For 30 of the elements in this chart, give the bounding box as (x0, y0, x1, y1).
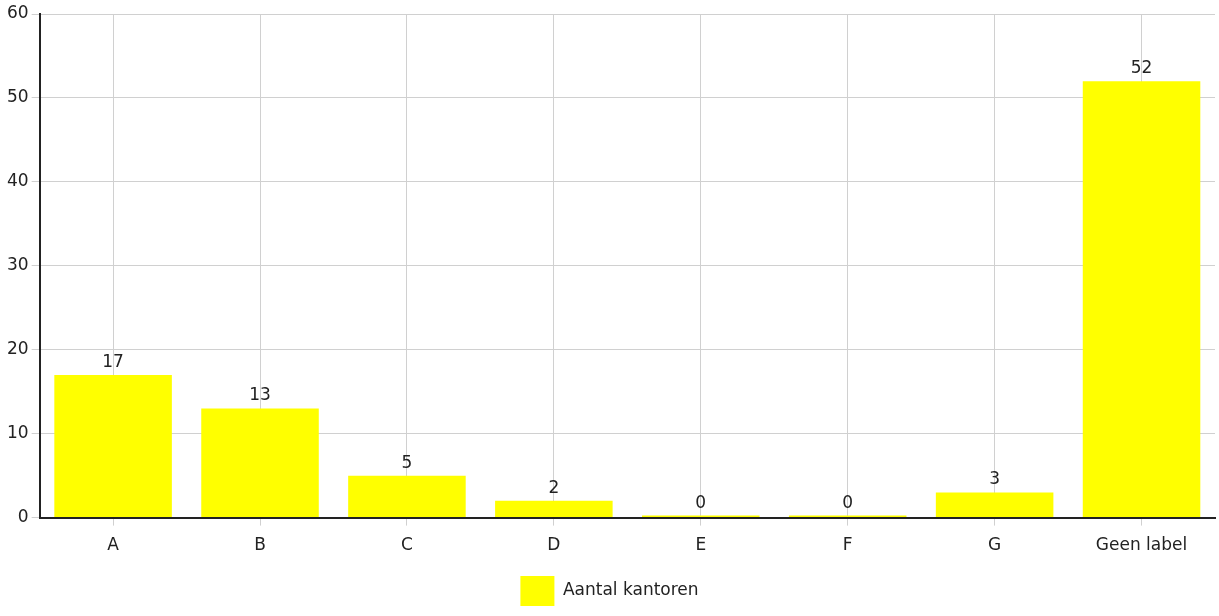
x-tick-label: F (842, 534, 853, 555)
x-tick-label: G (988, 534, 1002, 555)
bar (348, 475, 466, 518)
x-tick-label: Geen label (1095, 534, 1188, 555)
y-tick-label: 0 (17, 506, 29, 527)
data-label: 52 (1130, 57, 1153, 78)
bar (54, 374, 172, 518)
bar (935, 492, 1054, 518)
data-label: 2 (548, 476, 560, 497)
data-label: 3 (989, 468, 1001, 489)
x-tick-label: C (401, 534, 413, 555)
x-tick-label: D (547, 534, 561, 555)
x-tick-label: A (107, 534, 120, 555)
y-tick-label: 40 (6, 170, 29, 191)
legend-label: Aantal kantoren (562, 579, 699, 600)
data-label: 0 (695, 491, 707, 512)
y-tick-label: 20 (6, 338, 29, 359)
bar (201, 408, 319, 518)
data-label: 5 (401, 451, 413, 472)
y-tick-label: 50 (6, 86, 29, 107)
bar (495, 500, 613, 518)
data-label: 17 (102, 350, 124, 371)
y-tick-label: 30 (6, 254, 29, 275)
bar (1082, 81, 1201, 518)
y-tick-label: 60 (6, 2, 29, 23)
data-label: 0 (842, 491, 854, 512)
x-tick-label: E (695, 534, 707, 555)
x-tick-label: B (254, 534, 266, 555)
data-label: 13 (249, 384, 271, 405)
y-tick-label: 10 (6, 422, 29, 443)
